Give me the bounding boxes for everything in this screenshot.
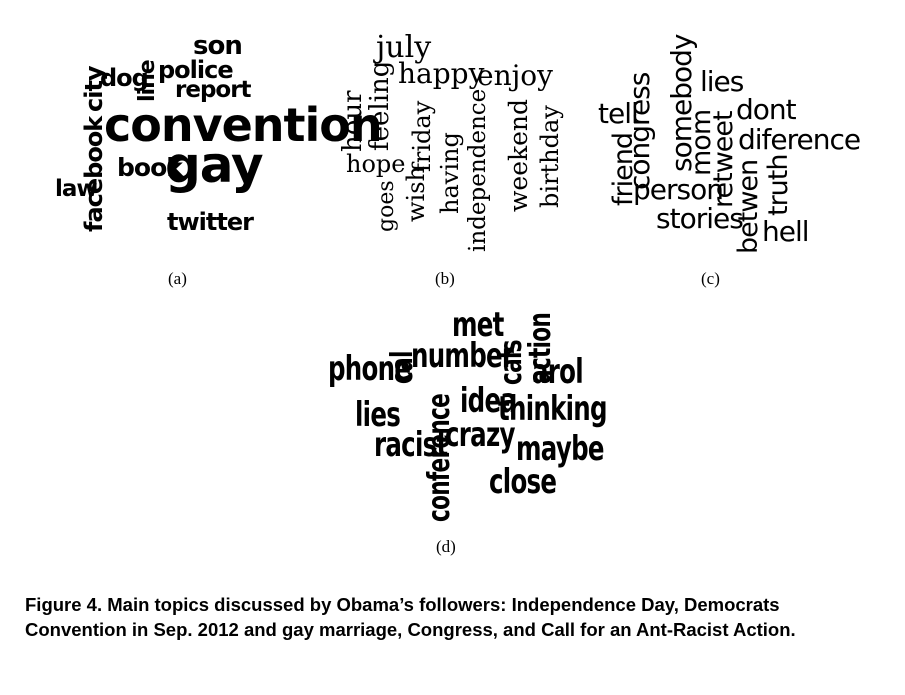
panel-label-c: (c) — [701, 269, 720, 288]
word-lies: lies — [355, 395, 401, 435]
word-person: person — [633, 173, 724, 206]
word-phone: phone — [328, 349, 411, 389]
figure-caption: Figure 4. Main topics discussed by Obama… — [25, 594, 796, 640]
word-police: police — [158, 56, 234, 84]
word-line: line — [135, 60, 160, 102]
panel-label-a: (a) — [168, 269, 187, 288]
word-july: july — [376, 30, 432, 65]
word-dont: dont — [736, 93, 797, 126]
word-facebook: facebook — [80, 116, 108, 232]
word-wish: wish — [402, 166, 430, 222]
word-idea: idea — [460, 381, 517, 421]
word-gay: gay — [165, 136, 264, 194]
word-goes: goes — [374, 180, 399, 232]
word-number: number — [411, 336, 514, 376]
word-enjoy: enjoy — [477, 59, 553, 92]
word-feeling: feeling — [365, 60, 395, 151]
word-dog: dog — [100, 64, 149, 92]
word-tell: tell — [598, 97, 639, 130]
word-weekend: weekend — [504, 98, 533, 212]
word-diference: diference — [738, 123, 861, 156]
word-law: law — [55, 176, 98, 202]
word-lies: lies — [700, 65, 744, 98]
word-maybe: maybe — [516, 429, 604, 469]
word-son: son — [193, 31, 243, 61]
word-hour: hour — [338, 90, 368, 152]
word-birthday: birthday — [536, 105, 564, 208]
word-report: report — [175, 77, 252, 103]
word-hope: hope — [346, 150, 406, 178]
word-thinking: thinking — [498, 389, 608, 429]
word-independence: independence — [465, 88, 491, 252]
panel-label-b: (b) — [435, 269, 455, 288]
word-met: met — [452, 305, 504, 345]
word-hell: hell — [762, 215, 810, 248]
word-convention: convention — [104, 98, 383, 152]
word-stories: stories — [656, 202, 744, 235]
word-friday: friday — [408, 100, 436, 172]
word-racist: racist — [374, 425, 448, 465]
word-cals: cals — [494, 340, 529, 385]
word-close: close — [489, 462, 557, 502]
panel-label-d: (d) — [436, 537, 456, 556]
word-having: having — [436, 132, 464, 214]
word-book: book — [117, 153, 183, 182]
word-crazy: crazy — [445, 415, 515, 455]
word-betwen: betwen — [733, 159, 764, 254]
word-happy: happy — [398, 57, 485, 90]
word-truth: truth — [763, 154, 794, 217]
word-arol: arol — [532, 352, 584, 392]
word-twitter: twitter — [167, 208, 254, 236]
